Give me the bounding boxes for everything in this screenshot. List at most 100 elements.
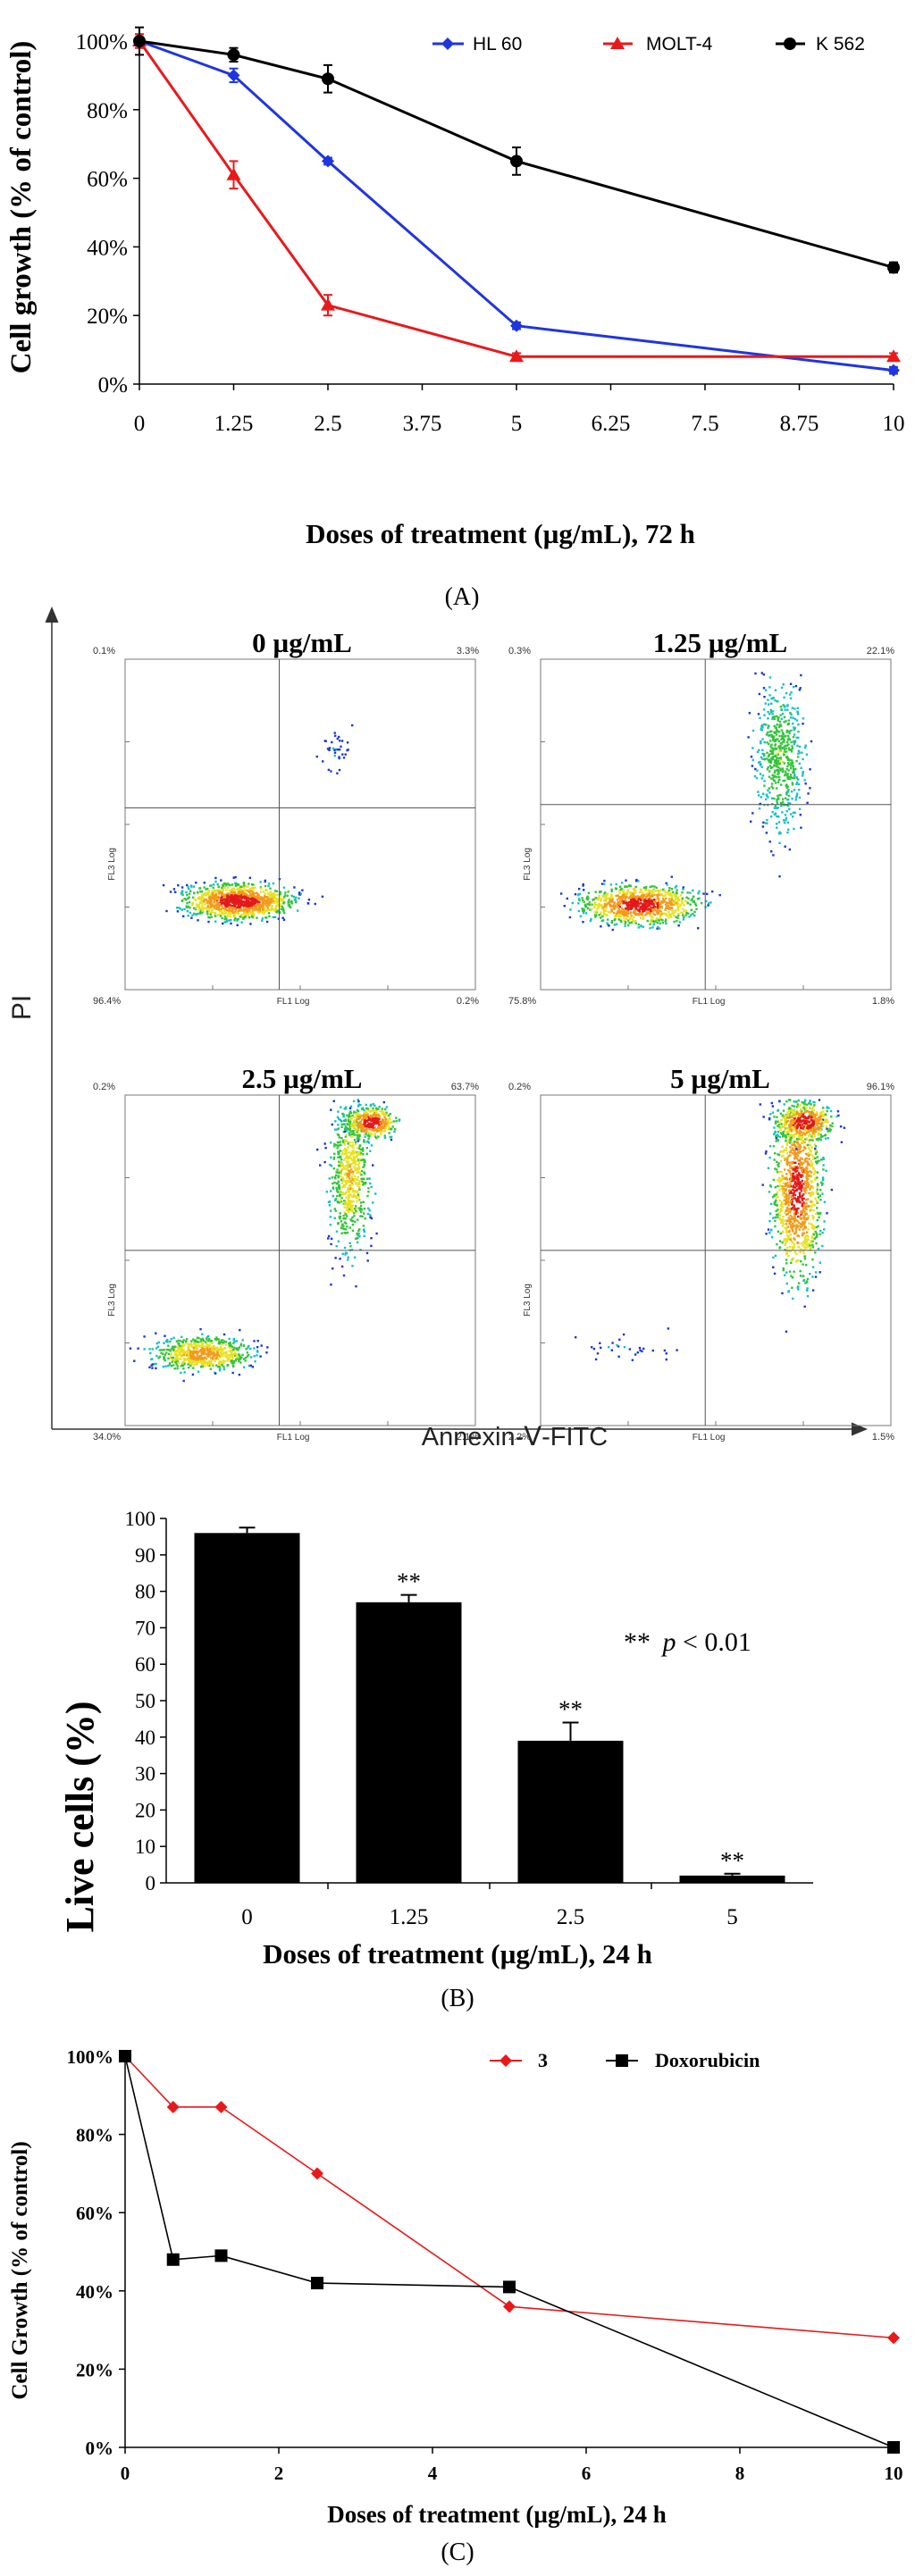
flow-event (803, 1245, 806, 1248)
flow-event (234, 893, 237, 897)
flow-event (358, 1145, 361, 1148)
flow-event (600, 913, 602, 916)
flow-event (341, 1192, 344, 1194)
flow-event (364, 1217, 366, 1220)
flow-event (387, 1118, 390, 1122)
flow-event (707, 904, 709, 907)
flow-event (784, 774, 786, 777)
flow-event (208, 907, 212, 910)
flow-event (185, 1338, 189, 1341)
flow-event (343, 1227, 346, 1231)
flow-event (190, 1345, 193, 1348)
flow-event (351, 1216, 354, 1219)
flow-event (395, 1120, 398, 1123)
flow-event (796, 1157, 799, 1159)
flow-event (205, 1357, 207, 1360)
flow-event (675, 884, 678, 888)
flow-event (221, 1364, 223, 1367)
flow-event (346, 749, 348, 752)
flow-event (776, 763, 779, 765)
flow-event (651, 889, 655, 891)
flow-event (206, 1361, 208, 1365)
flow-event (258, 909, 261, 912)
flow-event (398, 1119, 400, 1122)
flow-event (256, 1350, 259, 1352)
flow-event (226, 896, 229, 899)
flow-event (775, 1209, 777, 1213)
flow-event (256, 1340, 259, 1342)
flow-event (796, 744, 799, 748)
flow-event (773, 715, 776, 718)
flow-event (657, 897, 659, 900)
flow-event (665, 897, 667, 900)
flow-event (793, 1193, 797, 1197)
flow-event (803, 1160, 807, 1163)
flow-event (343, 1143, 346, 1146)
flow-event (779, 742, 782, 745)
flow-event (232, 891, 236, 894)
flow-event (782, 1268, 785, 1272)
flow-event (774, 689, 777, 691)
flow-event (353, 1166, 356, 1168)
flow-event (803, 1169, 806, 1172)
flow-event (645, 906, 648, 908)
flow-event (353, 1133, 356, 1136)
flow-event (167, 1352, 171, 1356)
flow-event (357, 1158, 360, 1161)
flow-event (181, 1350, 185, 1353)
flow-event (337, 1175, 340, 1177)
flow-event (181, 1364, 185, 1367)
flow-event (658, 891, 660, 894)
flow-event (642, 910, 644, 913)
flow-event (197, 1360, 200, 1363)
flow-event (224, 904, 227, 907)
flow-event (792, 811, 795, 815)
panel-label-a: (A) (445, 583, 480, 611)
flow-event (204, 1364, 206, 1367)
flow-event (675, 916, 677, 918)
flow-event (369, 1117, 372, 1120)
flow-event (239, 1356, 242, 1359)
flow-event (770, 733, 773, 737)
flow-event (776, 730, 779, 733)
flow-event (349, 1117, 352, 1120)
flow-event (772, 755, 775, 758)
flow-event (336, 1141, 340, 1144)
flow-event (259, 886, 263, 889)
flow-event (346, 1129, 348, 1132)
flow-event (797, 1145, 800, 1148)
flow-event (344, 1118, 347, 1121)
flow-event (220, 899, 222, 902)
flow-event (343, 1142, 346, 1145)
flow-event (202, 897, 205, 899)
flow-event (657, 889, 659, 892)
flow-event (167, 1365, 170, 1367)
flow-event (818, 1194, 821, 1197)
flow-event (811, 1258, 814, 1261)
flow-event (668, 907, 671, 911)
flow-event (665, 903, 667, 907)
flow-event (256, 900, 259, 903)
flow-event (352, 1170, 355, 1173)
flow-event (244, 916, 247, 919)
flow-event (254, 886, 256, 890)
flow-event (788, 1161, 792, 1164)
flow-event (345, 1133, 348, 1136)
flow-event (356, 1232, 358, 1235)
flow-event (769, 745, 772, 748)
flow-event (811, 1136, 814, 1139)
flow-event (346, 1166, 348, 1169)
flow-event (226, 905, 229, 907)
flow-event (349, 1245, 352, 1248)
flow-event (247, 885, 249, 888)
flow-event (817, 1225, 819, 1227)
flow-event (340, 1192, 344, 1196)
flow-event (218, 890, 221, 892)
flow-event (352, 1195, 355, 1199)
flow-event (195, 913, 198, 916)
flow-event (372, 1107, 374, 1110)
flow-event (803, 1258, 807, 1260)
flow-event (784, 1211, 786, 1215)
flow-event (768, 841, 771, 843)
